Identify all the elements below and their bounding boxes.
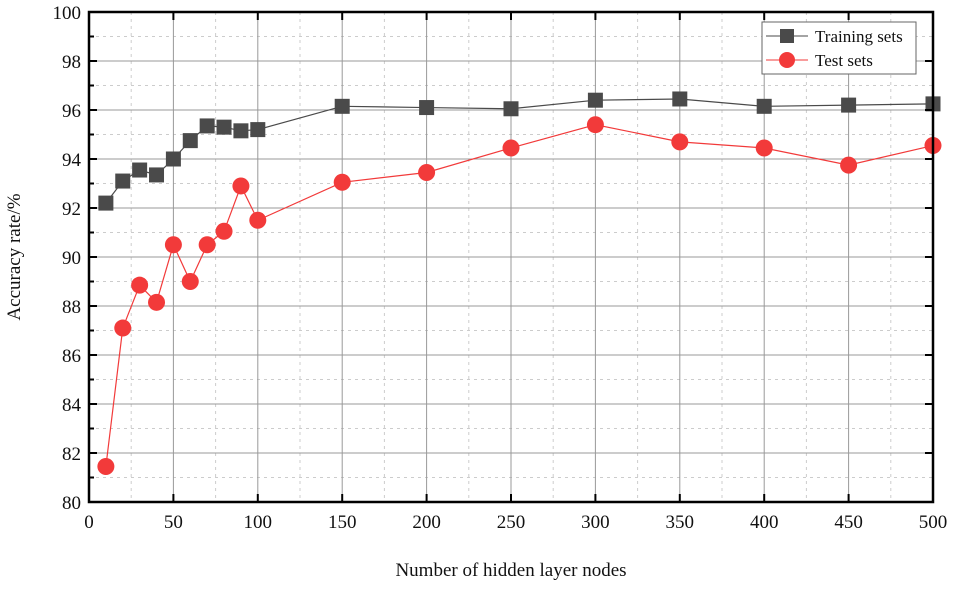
data-point-test	[755, 139, 773, 157]
data-point-training	[182, 133, 198, 149]
y-tick-label: 80	[62, 493, 81, 514]
x-tick-label: 300	[581, 512, 610, 533]
data-point-training	[115, 173, 131, 189]
data-point-training	[165, 151, 181, 167]
data-point-test	[671, 133, 689, 151]
x-tick-label: 200	[412, 512, 441, 533]
data-point-training	[672, 91, 688, 107]
legend-marker-test	[779, 52, 795, 68]
data-point-test	[232, 177, 250, 195]
data-point-training	[233, 123, 249, 139]
data-point-test	[114, 319, 132, 337]
x-tick-label: 350	[666, 512, 695, 533]
data-point-test	[164, 236, 182, 254]
data-point-training	[199, 118, 215, 134]
data-point-test	[418, 163, 436, 181]
y-tick-label: 96	[62, 101, 81, 122]
data-point-test	[131, 276, 149, 294]
series-layer	[97, 91, 942, 475]
data-point-test	[586, 116, 604, 134]
data-point-test	[97, 457, 115, 475]
x-axis-label: Number of hidden layer nodes	[395, 560, 626, 581]
data-point-training	[216, 119, 232, 135]
x-tick-label: 100	[244, 512, 273, 533]
x-tick-label: 400	[750, 512, 779, 533]
series-line-training	[105, 98, 934, 204]
legend-label-test: Test sets	[815, 51, 873, 70]
x-tick-label: 50	[164, 512, 183, 533]
data-point-training	[841, 97, 857, 113]
data-point-training	[98, 195, 114, 211]
y-tick-label: 98	[62, 52, 81, 73]
data-point-training	[149, 167, 165, 183]
y-tick-label: 88	[62, 297, 81, 318]
data-point-training	[250, 122, 266, 138]
legend-marker-training	[780, 29, 794, 43]
y-tick-label: 94	[62, 150, 82, 171]
x-tick-label: 450	[834, 512, 863, 533]
x-tick-label: 500	[919, 512, 948, 533]
y-tick-label: 90	[62, 248, 81, 269]
data-point-test	[148, 293, 166, 311]
data-point-test	[198, 236, 216, 254]
data-point-training	[419, 100, 435, 116]
x-tick-label: 0	[84, 512, 94, 533]
y-tick-label: 86	[62, 346, 81, 367]
data-point-test	[215, 222, 233, 240]
data-point-training	[587, 92, 603, 108]
y-tick-label: 84	[62, 395, 82, 416]
data-point-test	[502, 139, 520, 157]
legend-label-training: Training sets	[815, 27, 903, 46]
data-point-test	[333, 173, 351, 191]
data-point-training	[334, 98, 350, 114]
y-tick-label: 92	[62, 199, 81, 220]
grid	[88, 11, 934, 503]
series-line-test	[105, 124, 934, 467]
data-point-test	[249, 211, 267, 229]
data-point-training	[132, 162, 148, 178]
axis-ticks: 0 50 100 150 200 250 300 350 400 450 500 80 82 84 86 88…	[53, 3, 948, 533]
data-point-training	[503, 101, 519, 117]
legend: Training sets Test sets	[761, 21, 917, 75]
y-tick-label: 100	[53, 3, 82, 24]
data-point-training	[756, 98, 772, 114]
data-point-test	[181, 273, 199, 290]
y-axis-label: Accuracy rate/%	[4, 193, 25, 320]
data-point-test	[840, 156, 858, 174]
x-tick-label: 150	[328, 512, 357, 533]
x-tick-label: 250	[497, 512, 526, 533]
y-tick-label: 82	[62, 444, 81, 465]
